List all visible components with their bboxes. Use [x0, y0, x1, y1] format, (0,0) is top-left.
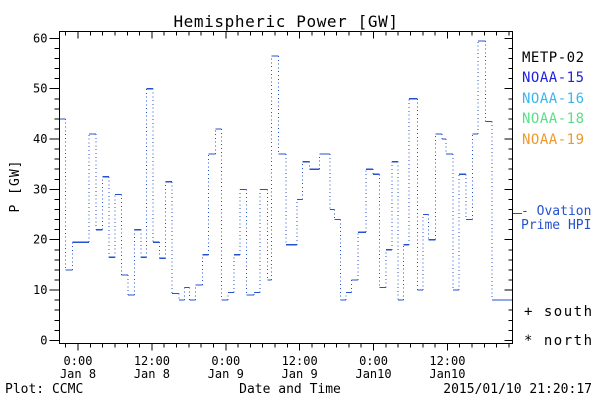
- y-tick-label: 50: [33, 82, 47, 96]
- y-axis-label: P [GW]: [8, 159, 23, 213]
- y-tick-label: 60: [33, 31, 47, 45]
- chart-title: Hemispheric Power [GW]: [173, 12, 399, 31]
- legend-item-noaa15: NOAA-15: [522, 70, 585, 86]
- x-tick-date-label: Jan10: [355, 367, 391, 381]
- plot-box: [59, 31, 513, 344]
- ovation-line-sample: [513, 213, 522, 214]
- north-marker-label: * north: [524, 333, 594, 349]
- x-tick-date-label: Jan 8: [60, 367, 96, 381]
- legend-item-noaa18: NOAA-18: [522, 111, 585, 127]
- x-tick-date-label: Jan 9: [208, 367, 244, 381]
- x-tick-time-label: 0:00: [359, 354, 388, 368]
- x-tick-date-label: Jan 8: [134, 367, 170, 381]
- x-tick-time-label: 12:00: [134, 354, 170, 368]
- x-tick-time-label: 0:00: [64, 354, 93, 368]
- x-tick-time-label: 12:00: [282, 354, 318, 368]
- hpi-step-line-segments: [60, 40, 513, 301]
- plot-source-label: Plot: CCMC: [5, 382, 84, 397]
- x-tick-time-label: 0:00: [211, 354, 240, 368]
- legend-item-noaa16: NOAA-16: [522, 91, 585, 107]
- hpi-step-line-vertical-connectors: [65, 40, 493, 301]
- legend-item-noaa19: NOAA-19: [522, 132, 585, 148]
- ovation-legend-line1: - Ovation: [521, 204, 592, 219]
- y-tick-label: 10: [33, 283, 47, 297]
- timestamp-label: 2015/01/10 21:20:17: [443, 382, 592, 397]
- ovation-legend-line2: Prime HPI: [521, 217, 592, 233]
- south-marker-label: + south: [524, 304, 594, 320]
- y-tick-label: 30: [33, 182, 47, 196]
- y-tick-label: 40: [33, 132, 47, 146]
- x-tick-date-label: Jan10: [429, 367, 465, 381]
- ovation-legend-label: - Ovation Prime HPI: [521, 205, 591, 232]
- y-tick-label: 20: [33, 233, 47, 247]
- x-tick-date-label: Jan 9: [282, 367, 318, 381]
- x-tick-time-label: 12:00: [429, 354, 465, 368]
- x-axis-label: Date and Time: [239, 382, 341, 397]
- y-tick-label: 0: [40, 333, 47, 347]
- legend-item-metp02: METP-02: [522, 50, 585, 66]
